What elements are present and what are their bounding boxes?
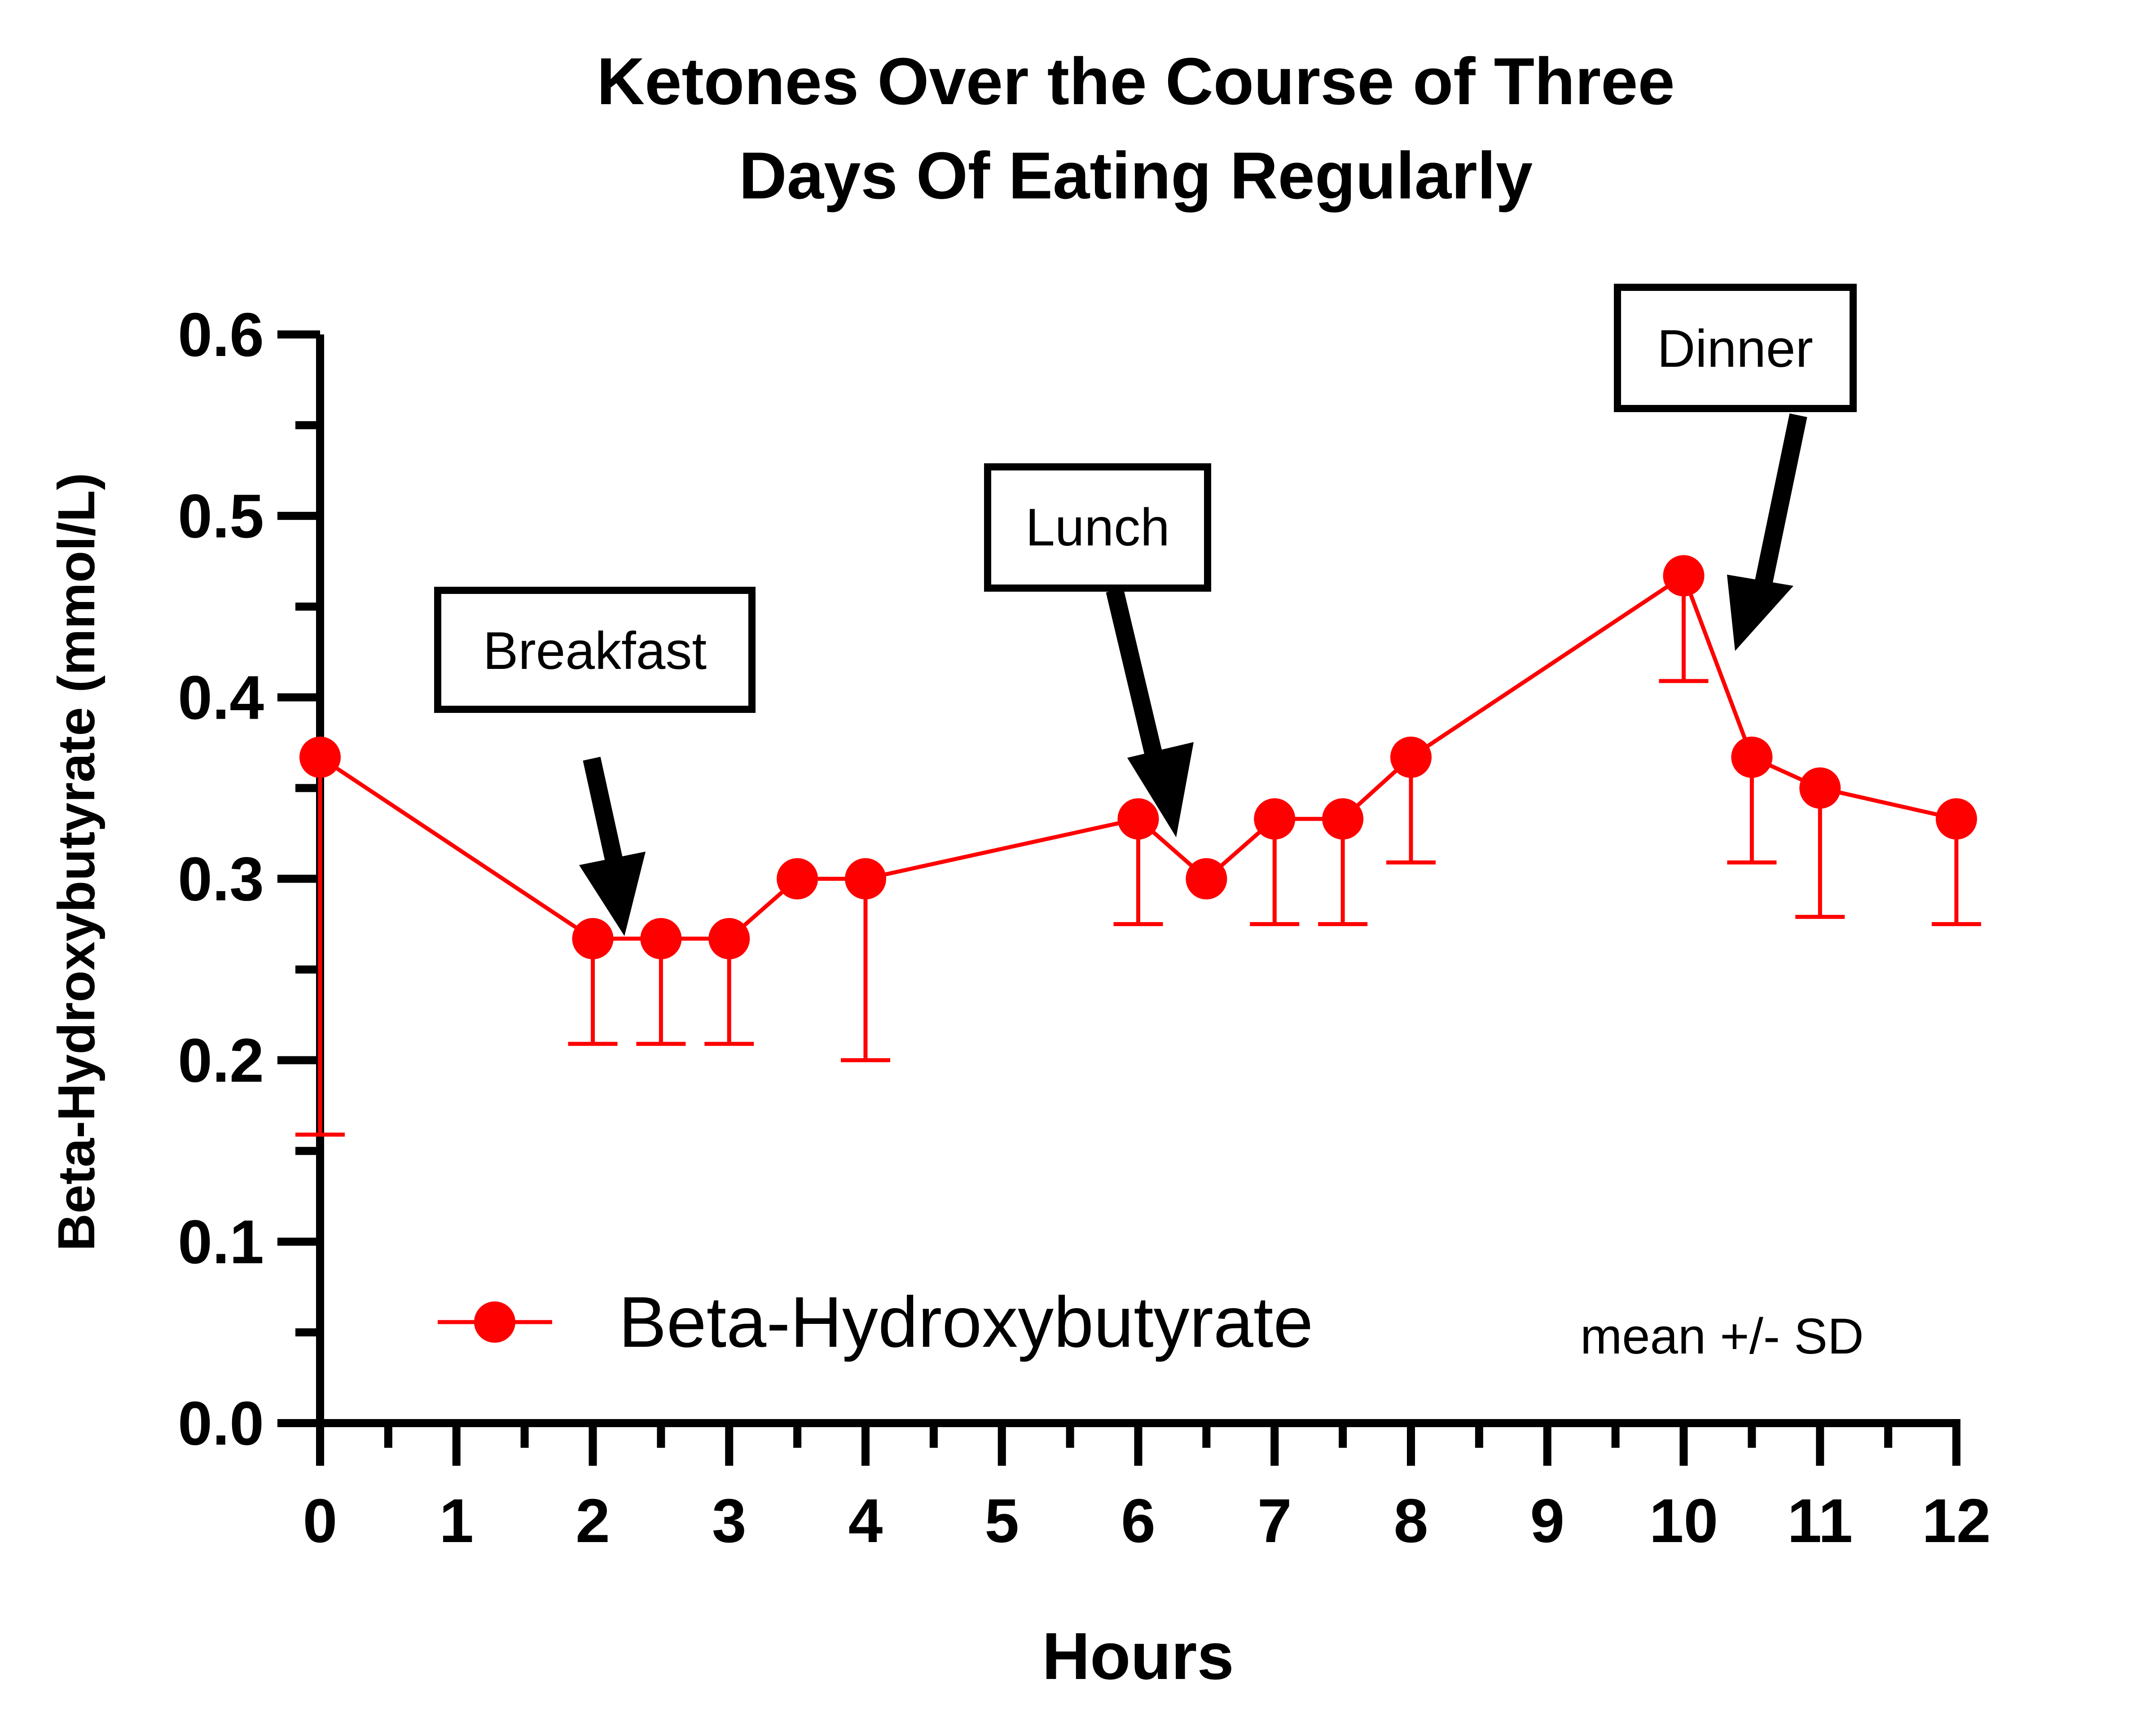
data-point: [1254, 798, 1296, 840]
legend-label: Beta-Hydroxybutyrate: [619, 1282, 1313, 1362]
data-point: [572, 918, 614, 959]
lunch-label: Lunch: [1025, 498, 1170, 557]
y-tick-label: 0.3: [178, 845, 264, 914]
x-tick-label: 8: [1394, 1486, 1428, 1556]
chart-title-line-1: Ketones Over the Course of Three: [597, 44, 1674, 119]
breakfast-arrowhead: [579, 852, 646, 936]
data-point: [1322, 798, 1364, 840]
x-tick-label: 3: [712, 1486, 747, 1556]
x-tick-label: 12: [1922, 1486, 1991, 1556]
data-point: [299, 736, 341, 778]
legend: Beta-Hydroxybutyrate: [438, 1282, 1313, 1362]
x-tick-label: 5: [984, 1486, 1019, 1556]
data-point: [845, 858, 886, 900]
y-tick-label: 0.2: [178, 1026, 264, 1095]
data-point: [1117, 798, 1159, 840]
stat-note: mean +/- SD: [1580, 1308, 1864, 1364]
data-point: [708, 918, 750, 959]
data-point: [777, 858, 818, 900]
x-tick-label: 9: [1530, 1486, 1564, 1556]
y-tick-label: 0.0: [178, 1389, 264, 1458]
lunch-callout: Lunch: [984, 463, 1211, 837]
data-point: [1731, 736, 1773, 778]
data-point: [1186, 858, 1227, 900]
y-tick-label: 0.4: [178, 663, 264, 732]
breakfast-box: [434, 587, 756, 713]
dinner-arrowhead: [1727, 575, 1793, 651]
lunch-arrow-shaft: [1106, 588, 1166, 772]
data-markers: [299, 555, 1977, 959]
x-tick-labels: 0 1 2 3 4 5 6 7 8 9 10 11 12: [303, 1486, 1991, 1556]
x-tick-label: 4: [848, 1486, 883, 1556]
dinner-callout: Dinner: [1614, 284, 1857, 651]
x-tick-label: 0: [303, 1486, 338, 1556]
dinner-box: [1614, 284, 1857, 412]
y-tick-label: 0.1: [178, 1208, 264, 1277]
axes: [277, 330, 1960, 1466]
meal-annotations: Breakfast Lunch Dinner: [434, 284, 1857, 936]
data-point: [1663, 555, 1705, 597]
x-axis-title: Hours: [1042, 1619, 1234, 1693]
y-tick-label: 0.6: [178, 300, 264, 369]
y-tick-labels: 0.0 0.1 0.2 0.3 0.4 0.5 0.6: [178, 300, 264, 1458]
x-tick-label: 10: [1649, 1486, 1718, 1556]
data-point: [1799, 767, 1841, 809]
chart-title-line-2: Days Of Eating Regularly: [739, 139, 1533, 213]
legend-marker: [474, 1301, 515, 1343]
breakfast-callout: Breakfast: [434, 587, 756, 936]
x-tick-label: 6: [1121, 1486, 1156, 1556]
x-tick-label: 11: [1787, 1486, 1853, 1556]
y-tick-label: 0.5: [178, 482, 264, 551]
dinner-arrow-shaft: [1753, 413, 1807, 590]
x-tick-label: 7: [1257, 1486, 1292, 1556]
x-tick-label: 1: [439, 1486, 474, 1556]
y-axis-title: Beta-Hydroxybutyrate (mmol/L): [47, 473, 105, 1251]
breakfast-arrow-shaft: [583, 756, 625, 873]
data-point: [1936, 798, 1977, 840]
dinner-label: Dinner: [1657, 319, 1813, 378]
breakfast-label: Breakfast: [483, 621, 707, 681]
lunch-arrowhead: [1127, 742, 1194, 837]
data-point: [640, 918, 682, 959]
lunch-box: [984, 463, 1211, 592]
x-tick-label: 2: [576, 1486, 610, 1556]
data-point: [1390, 736, 1432, 778]
